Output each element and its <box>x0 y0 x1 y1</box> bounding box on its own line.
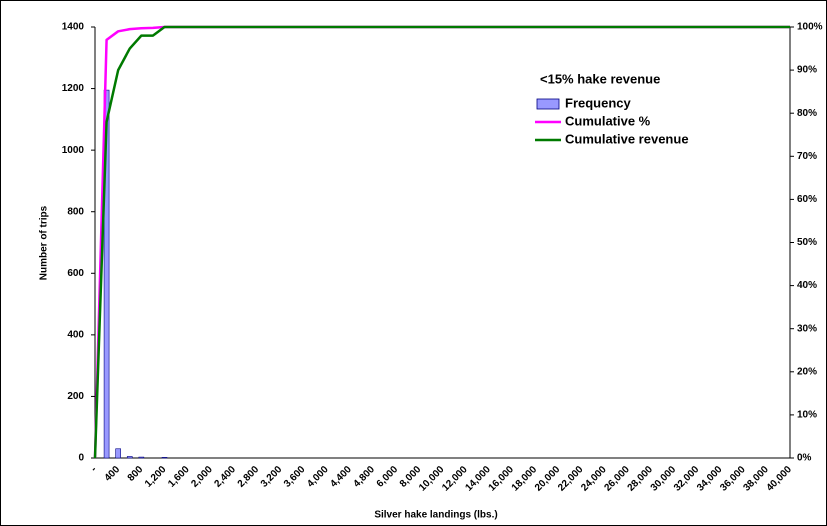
legend-swatch <box>536 98 560 110</box>
y2-tick-label: 20% <box>797 366 817 377</box>
x-tick-label: - <box>89 464 99 474</box>
y2-tick-label: 80% <box>797 108 817 119</box>
y-tick-label: 400 <box>67 329 84 340</box>
y-tick-label: 800 <box>67 206 84 217</box>
y2-tick-label: 50% <box>797 237 817 248</box>
y2-tick-label: 90% <box>797 65 817 76</box>
bar <box>161 457 168 459</box>
y-tick-label: 200 <box>67 391 84 402</box>
y2-tick-label: 70% <box>797 151 817 162</box>
bar <box>126 456 133 459</box>
y-tick-label: 1000 <box>62 145 85 156</box>
legend-title: <15% hake revenue <box>540 71 660 86</box>
y2-tick-label: 10% <box>797 410 817 421</box>
y2-tick-label: 40% <box>797 280 817 291</box>
y2-tick-label: 100% <box>797 22 823 33</box>
legend-label: Cumulative revenue <box>565 131 689 146</box>
y-tick-label: 600 <box>67 268 84 279</box>
y-tick-label: 1400 <box>62 22 85 33</box>
bar <box>115 448 121 459</box>
legend-label: Frequency <box>565 95 632 110</box>
bar <box>103 89 110 459</box>
y-axis-title: Number of trips <box>39 205 50 280</box>
y2-tick-label: 60% <box>797 194 817 205</box>
y2-tick-label: 0% <box>797 453 812 464</box>
y-tick-label: 0 <box>78 453 84 464</box>
bar <box>138 456 145 459</box>
y-tick-label: 1200 <box>62 83 85 94</box>
x-axis-title: Silver hake landings (lbs.) <box>374 510 497 521</box>
line <box>93 25 790 459</box>
legend-label: Cumulative % <box>565 113 651 128</box>
y2-tick-label: 30% <box>797 323 817 334</box>
